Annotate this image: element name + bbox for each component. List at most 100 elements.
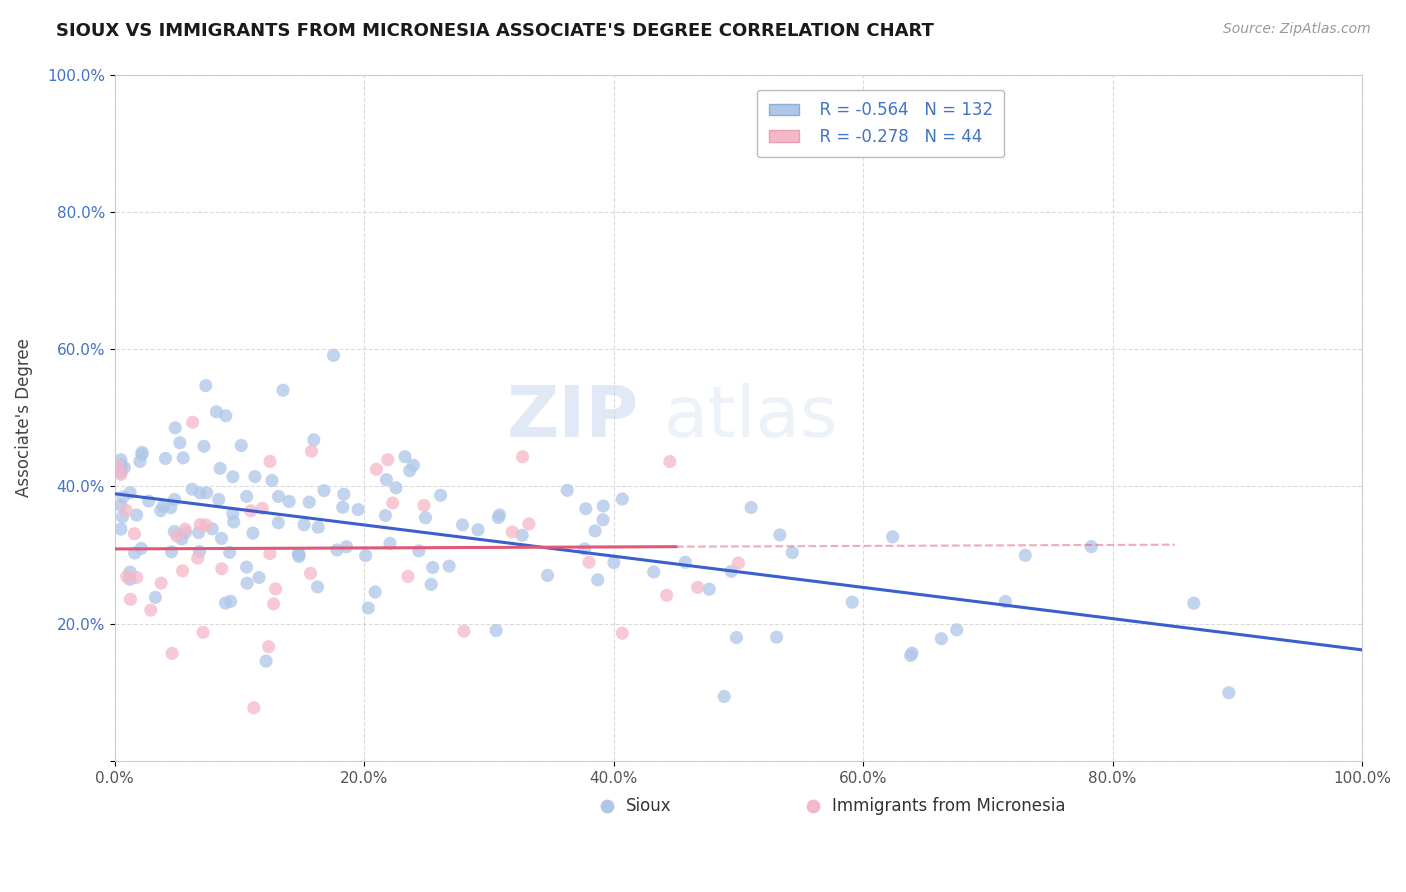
Point bbox=[1014, 549, 1036, 563]
Point bbox=[592, 513, 614, 527]
Point bbox=[643, 565, 665, 579]
Point bbox=[267, 516, 290, 530]
Point bbox=[697, 582, 720, 596]
Point bbox=[299, 566, 322, 581]
Point bbox=[131, 445, 153, 459]
Point bbox=[882, 530, 904, 544]
Point bbox=[172, 564, 194, 578]
Point bbox=[174, 525, 197, 540]
Point bbox=[219, 594, 242, 608]
Point bbox=[181, 482, 204, 496]
Text: Sioux: Sioux bbox=[626, 797, 672, 814]
Point bbox=[218, 545, 240, 559]
Point bbox=[994, 594, 1017, 608]
Point bbox=[236, 576, 259, 591]
Point bbox=[120, 485, 142, 500]
Point bbox=[118, 572, 141, 586]
Point bbox=[111, 510, 134, 524]
Point bbox=[125, 570, 148, 584]
Point bbox=[686, 581, 709, 595]
Point bbox=[420, 577, 443, 591]
Text: ZIP: ZIP bbox=[506, 384, 638, 452]
Point bbox=[160, 647, 183, 661]
Point bbox=[765, 630, 787, 644]
Point bbox=[727, 556, 749, 570]
Point bbox=[374, 508, 396, 523]
Point bbox=[152, 500, 174, 514]
Point bbox=[312, 483, 335, 498]
Point bbox=[138, 494, 160, 508]
Point bbox=[222, 469, 245, 483]
Point bbox=[841, 595, 863, 609]
Point bbox=[1080, 540, 1102, 554]
Point bbox=[195, 485, 218, 500]
Point bbox=[107, 459, 129, 474]
Point bbox=[172, 450, 194, 465]
Point bbox=[586, 573, 609, 587]
Point bbox=[451, 517, 474, 532]
Point bbox=[222, 507, 245, 521]
Point bbox=[208, 492, 231, 507]
Text: SIOUX VS IMMIGRANTS FROM MICRONESIA ASSOCIATE'S DEGREE CORRELATION CHART: SIOUX VS IMMIGRANTS FROM MICRONESIA ASSO… bbox=[56, 22, 934, 40]
Point bbox=[415, 510, 437, 524]
Point bbox=[385, 481, 408, 495]
Point bbox=[112, 460, 135, 475]
Point bbox=[575, 501, 598, 516]
Point bbox=[354, 549, 377, 563]
Point bbox=[408, 544, 430, 558]
Legend:   R = -0.564   N = 132,   R = -0.278   N = 44: R = -0.564 N = 132, R = -0.278 N = 44 bbox=[756, 90, 1004, 157]
Point bbox=[307, 520, 329, 534]
Point bbox=[510, 528, 533, 542]
Point bbox=[769, 528, 792, 542]
Point bbox=[194, 378, 217, 392]
Point bbox=[120, 592, 142, 607]
Point bbox=[512, 450, 534, 464]
Text: Source: ZipAtlas.com: Source: ZipAtlas.com bbox=[1223, 22, 1371, 37]
Point bbox=[187, 551, 209, 566]
Point bbox=[578, 555, 600, 569]
Point bbox=[900, 648, 922, 663]
Point bbox=[725, 631, 748, 645]
Point bbox=[658, 454, 681, 468]
Point bbox=[307, 580, 329, 594]
Point bbox=[110, 499, 132, 513]
Point bbox=[205, 405, 228, 419]
Point bbox=[267, 490, 290, 504]
Point bbox=[333, 487, 356, 501]
Point bbox=[243, 469, 266, 483]
Point bbox=[298, 495, 321, 509]
Point bbox=[381, 496, 404, 510]
Point bbox=[159, 500, 181, 515]
Point bbox=[357, 601, 380, 615]
Point bbox=[250, 501, 273, 516]
Point bbox=[931, 632, 953, 646]
Text: Immigrants from Micronesia: Immigrants from Micronesia bbox=[832, 797, 1066, 814]
Point bbox=[110, 458, 132, 472]
Point bbox=[603, 556, 626, 570]
Point bbox=[335, 540, 357, 554]
Y-axis label: Associate's Degree: Associate's Degree bbox=[15, 338, 32, 497]
Point bbox=[740, 500, 762, 515]
Point bbox=[129, 541, 152, 556]
Point bbox=[413, 499, 436, 513]
Point bbox=[485, 624, 508, 638]
Point bbox=[110, 452, 132, 467]
Point bbox=[429, 488, 451, 502]
Point bbox=[145, 591, 167, 605]
Point bbox=[110, 466, 132, 480]
Point bbox=[222, 515, 245, 529]
Point bbox=[332, 500, 354, 515]
Point bbox=[271, 383, 294, 397]
Point bbox=[366, 462, 388, 476]
Point bbox=[720, 564, 742, 578]
Point bbox=[214, 596, 236, 610]
Point bbox=[555, 483, 578, 498]
Point bbox=[166, 529, 188, 543]
Point bbox=[195, 518, 218, 533]
Point bbox=[377, 452, 399, 467]
Point bbox=[288, 549, 311, 564]
Point bbox=[264, 582, 287, 596]
Point bbox=[292, 517, 315, 532]
Point bbox=[467, 523, 489, 537]
Point bbox=[278, 494, 301, 508]
